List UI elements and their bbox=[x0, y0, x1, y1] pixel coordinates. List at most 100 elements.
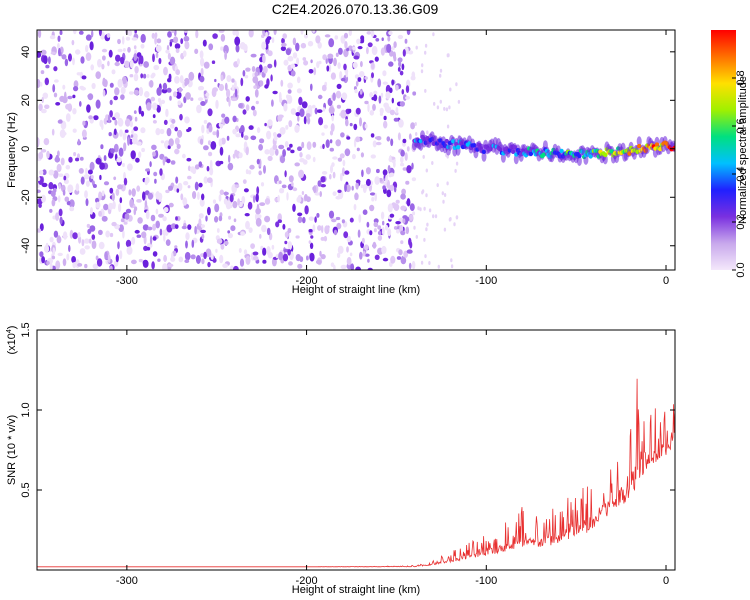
noise-cell bbox=[49, 263, 53, 270]
noise-cell bbox=[140, 33, 146, 43]
noise-cell bbox=[53, 170, 59, 179]
noise-cell bbox=[282, 253, 289, 262]
noise-cell bbox=[53, 66, 58, 72]
noise-cell bbox=[321, 132, 325, 136]
noise-cell bbox=[179, 113, 183, 121]
noise-cell bbox=[419, 207, 422, 212]
noise-cell bbox=[129, 59, 134, 69]
noise-cell bbox=[314, 107, 318, 115]
noise-cell bbox=[386, 43, 392, 54]
noise-cell bbox=[63, 175, 67, 181]
noise-cell bbox=[349, 122, 353, 127]
noise-cell bbox=[415, 45, 418, 50]
noise-cell bbox=[157, 258, 161, 262]
noise-cell bbox=[356, 38, 361, 45]
noise-cell bbox=[273, 133, 278, 142]
noise-cell bbox=[175, 48, 180, 54]
colorbar-tick-label: 0.4 bbox=[735, 166, 747, 181]
noise-cell bbox=[62, 231, 68, 240]
noise-cell bbox=[329, 130, 334, 136]
noise-cell bbox=[65, 113, 71, 122]
noise-cell bbox=[154, 178, 157, 184]
noise-cell bbox=[344, 170, 350, 175]
noise-cell bbox=[53, 230, 59, 238]
noise-cell bbox=[44, 77, 49, 86]
noise-cell bbox=[270, 74, 273, 82]
noise-cell bbox=[411, 71, 416, 79]
noise-cell bbox=[199, 198, 205, 207]
noise-cell bbox=[345, 69, 349, 78]
noise-cell bbox=[287, 55, 294, 62]
noise-cell bbox=[372, 140, 377, 148]
noise-cell bbox=[140, 110, 145, 117]
noise-cell bbox=[233, 218, 237, 223]
noise-cell bbox=[101, 190, 105, 197]
noise-cell bbox=[108, 49, 113, 58]
noise-cell bbox=[160, 140, 165, 144]
noise-cell bbox=[134, 66, 139, 74]
noise-cell bbox=[71, 256, 76, 263]
noise-cell bbox=[354, 89, 358, 94]
noise-cell bbox=[138, 151, 142, 158]
noise-cell bbox=[281, 37, 285, 44]
noise-cell bbox=[133, 53, 138, 62]
noise-cell bbox=[296, 88, 302, 94]
noise-cell bbox=[206, 165, 210, 172]
noise-cell bbox=[259, 138, 265, 144]
noise-cell bbox=[375, 141, 382, 146]
noise-cell bbox=[159, 168, 163, 176]
noise-cell bbox=[328, 38, 335, 48]
noise-cell bbox=[450, 258, 453, 263]
noise-cell bbox=[326, 65, 330, 72]
colorbar-axis: 0.0 0.2 0.4 0.6 0.8 bbox=[732, 70, 747, 278]
noise-cell bbox=[91, 234, 96, 240]
noise-cell bbox=[258, 214, 262, 219]
noise-cell bbox=[100, 144, 104, 150]
noise-cell bbox=[299, 108, 305, 117]
noise-cell bbox=[317, 94, 323, 100]
noise-cell bbox=[432, 214, 435, 219]
noise-cell bbox=[129, 120, 133, 128]
noise-cell bbox=[397, 57, 403, 63]
noise-cell bbox=[130, 134, 134, 138]
noise-cell bbox=[245, 67, 251, 72]
noise-cell bbox=[325, 139, 330, 149]
noise-cell bbox=[359, 71, 365, 77]
noise-cell bbox=[342, 159, 346, 167]
noise-cell bbox=[395, 199, 400, 204]
noise-cell bbox=[337, 189, 342, 193]
noise-cell bbox=[348, 30, 352, 36]
noise-cell bbox=[64, 58, 69, 67]
noise-cell bbox=[119, 197, 123, 204]
noise-cell bbox=[329, 173, 332, 180]
signal-cell bbox=[528, 151, 534, 156]
noise-cell bbox=[56, 235, 62, 244]
noise-cell bbox=[400, 193, 406, 200]
noise-cell bbox=[421, 190, 424, 195]
noise-cell bbox=[101, 63, 105, 70]
noise-cell bbox=[162, 82, 168, 91]
noise-cell bbox=[174, 43, 181, 50]
noise-cell bbox=[297, 216, 303, 224]
noise-cell bbox=[355, 181, 359, 190]
noise-cell bbox=[302, 216, 306, 224]
noise-cell bbox=[306, 141, 312, 151]
noise-cell bbox=[409, 203, 415, 212]
noise-cell bbox=[140, 73, 144, 79]
noise-cell bbox=[278, 180, 282, 184]
noise-cell bbox=[382, 185, 386, 190]
noise-cell bbox=[207, 206, 211, 216]
noise-cell bbox=[362, 251, 366, 257]
noise-cell bbox=[316, 109, 323, 113]
noise-cell bbox=[350, 263, 355, 270]
noise-cell bbox=[52, 84, 56, 93]
noise-cell bbox=[211, 60, 216, 64]
noise-cell bbox=[61, 54, 67, 60]
noise-cell bbox=[359, 117, 362, 127]
noise-cell bbox=[369, 230, 373, 236]
noise-cell bbox=[191, 239, 195, 248]
noise-cell bbox=[92, 263, 99, 270]
noise-cell bbox=[263, 65, 268, 74]
noise-cell bbox=[399, 101, 405, 107]
noise-cell bbox=[449, 217, 452, 221]
